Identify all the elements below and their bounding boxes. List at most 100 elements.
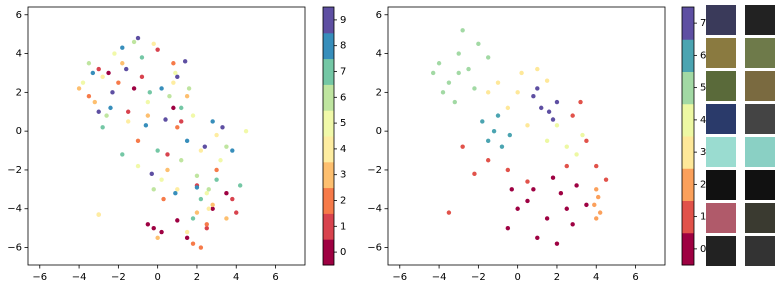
axes-frame <box>27 6 306 266</box>
colorbar: 0 1 2 3 4 5 6 7 8 9 <box>322 6 346 266</box>
y-tick-label: 2 <box>16 87 22 98</box>
colorbar-label: 0 <box>340 247 346 258</box>
thumbnail <box>706 137 736 167</box>
point <box>110 90 115 95</box>
point <box>578 99 583 105</box>
colorbar-segment <box>682 168 694 201</box>
point <box>120 61 125 66</box>
point <box>544 78 550 83</box>
point <box>230 196 235 202</box>
point <box>198 148 204 153</box>
point <box>446 80 452 85</box>
colorbar-label: 7 <box>340 67 346 78</box>
thumbnail <box>745 5 775 35</box>
point <box>480 119 485 124</box>
x-tick-label: −2 <box>471 272 486 283</box>
point <box>175 74 180 80</box>
point <box>86 61 92 66</box>
point <box>96 109 101 114</box>
point <box>456 70 461 76</box>
y-tick-label: 0 <box>16 126 22 137</box>
point <box>184 235 190 241</box>
point <box>179 119 184 124</box>
point <box>184 229 190 235</box>
colorbar-segment <box>323 84 334 111</box>
y-tick-label: 2 <box>376 87 382 98</box>
point <box>535 86 540 91</box>
colorbar-label: 2 <box>340 196 346 207</box>
point <box>220 125 225 130</box>
colorbar-label: 4 <box>340 144 346 155</box>
colorbar-label: 6 <box>340 92 346 103</box>
point <box>106 70 111 76</box>
point <box>159 86 164 91</box>
point <box>151 187 156 192</box>
x-tick-label: −6 <box>392 272 407 283</box>
thumbnails <box>706 5 775 266</box>
point <box>190 216 196 221</box>
point <box>159 177 164 182</box>
point <box>243 128 249 134</box>
point <box>194 185 200 190</box>
point <box>525 179 530 184</box>
colorbar-segment <box>323 213 334 240</box>
point <box>224 191 229 196</box>
point <box>139 55 145 60</box>
point <box>112 51 117 56</box>
y-tick-label: 4 <box>376 49 382 60</box>
point <box>570 113 575 118</box>
point <box>460 144 465 149</box>
x-tick-label: 6 <box>632 272 638 283</box>
point <box>515 90 520 95</box>
point <box>175 187 180 192</box>
point <box>485 90 491 95</box>
point <box>159 229 164 235</box>
x-tick-label: 4 <box>593 272 599 283</box>
colorbar-label: 6 <box>700 50 706 61</box>
point <box>147 90 153 95</box>
point <box>505 225 511 231</box>
point <box>143 123 149 128</box>
point <box>210 202 215 208</box>
point <box>485 55 491 60</box>
point <box>163 117 168 122</box>
point <box>584 202 589 208</box>
point <box>546 109 552 114</box>
point <box>564 144 569 149</box>
colorbar-label: 3 <box>340 170 346 181</box>
point <box>495 80 501 85</box>
colorbar-segment <box>682 71 694 105</box>
thumbnail <box>745 236 775 266</box>
point <box>485 138 491 144</box>
thumbnail <box>745 203 775 233</box>
y-tick-label: −2 <box>367 165 382 176</box>
x-tick-label: −4 <box>72 272 87 283</box>
colorbar-frame <box>322 6 335 266</box>
y-tick-label: 6 <box>16 10 22 21</box>
point <box>76 86 82 91</box>
point <box>190 113 196 118</box>
point <box>224 216 229 221</box>
point <box>210 206 215 211</box>
colorbar: 0 1 2 3 4 5 6 7 <box>681 6 706 266</box>
colorbar-label: 8 <box>340 41 346 52</box>
point <box>456 51 461 56</box>
point <box>535 66 540 72</box>
point <box>182 59 188 64</box>
thumbnail <box>745 104 775 134</box>
point <box>539 105 544 111</box>
point <box>485 158 491 163</box>
point <box>594 163 599 169</box>
point <box>167 94 172 99</box>
point <box>214 132 219 138</box>
y-tick-label: −4 <box>367 204 382 215</box>
point <box>161 196 166 202</box>
y-tick-label: 6 <box>376 10 382 21</box>
y-tick-label: −6 <box>367 243 382 254</box>
x-tick-label: −6 <box>32 272 47 283</box>
colorbar-label: 5 <box>700 83 706 94</box>
point <box>574 183 579 188</box>
point <box>149 171 154 177</box>
thumbnail <box>706 38 736 68</box>
point <box>125 109 131 114</box>
